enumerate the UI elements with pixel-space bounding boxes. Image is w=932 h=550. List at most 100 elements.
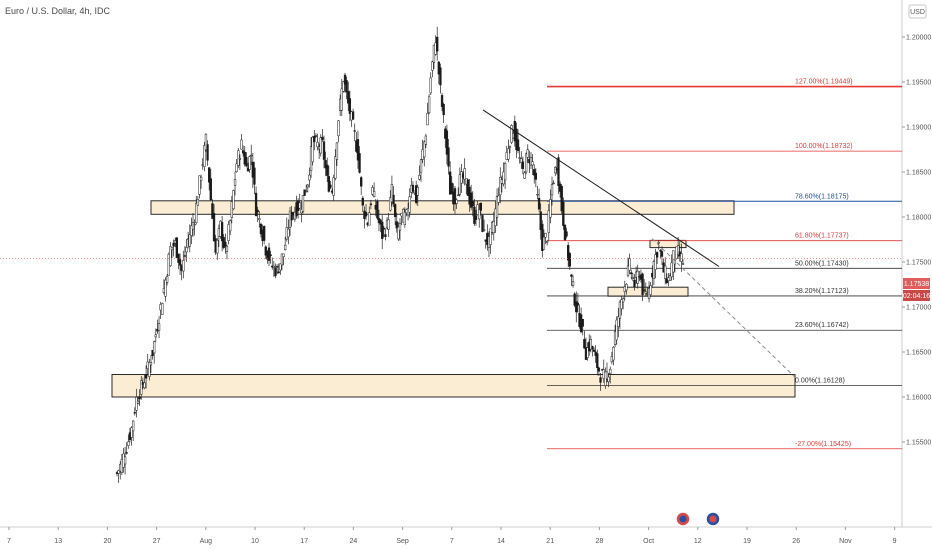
candle-body: [161, 303, 164, 315]
candle-body: [581, 319, 584, 327]
candle-body: [659, 250, 662, 252]
economic-events[interactable]: [675, 511, 721, 527]
candle-body: [426, 113, 429, 126]
candle-body: [253, 167, 256, 185]
candle-body: [531, 161, 534, 166]
candle-body: [191, 222, 195, 230]
current-price-label: 1.17538: [904, 281, 929, 288]
price-tick-label: 1.20000: [906, 35, 931, 42]
candle-body: [489, 228, 492, 245]
fib-level-label: 23.60%(1.16742): [795, 322, 849, 329]
candle-body: [550, 184, 554, 196]
candle-body: [165, 276, 169, 283]
candle-body: [497, 195, 500, 203]
time-axis[interactable]: 7 13 20 27 Aug 10 17 24 Sep 7 14 21 28 Oct 12 19 26 Nov 9: [0, 526, 932, 545]
price-axis[interactable]: 1.20000 1.19500 1.19000 1.18500 1.18000 1.175…: [901, 0, 931, 527]
candle-body: [607, 376, 610, 382]
candle-body: [199, 176, 203, 181]
price-tick-label: 1.17000: [906, 305, 931, 312]
candle-body: [492, 221, 495, 234]
candle-body: [533, 169, 536, 176]
price-tick-label: 1.17500: [906, 260, 931, 267]
candle-body: [652, 261, 656, 279]
candle-body: [360, 177, 363, 187]
candle-body: [272, 265, 276, 268]
candle-body: [427, 96, 431, 114]
candle-body: [290, 211, 293, 221]
candle-body: [384, 234, 387, 237]
candle-body: [136, 400, 140, 404]
candle-body: [499, 177, 502, 196]
candle-body: [633, 279, 636, 288]
candle-body: [371, 187, 374, 195]
candle-body: [615, 319, 618, 341]
candle-body: [353, 130, 356, 132]
candle-body: [329, 184, 332, 188]
candle-body: [654, 254, 657, 270]
candle-body: [390, 183, 394, 203]
candle-body: [206, 144, 209, 161]
candle-body: [140, 380, 143, 395]
candle-body: [267, 247, 271, 261]
candle-body: [316, 141, 319, 148]
candle-body: [212, 213, 216, 242]
candle-body: [447, 147, 450, 167]
fib-level-label: 0.00%(1.16128): [795, 377, 845, 384]
candle-body: [549, 199, 552, 218]
fib-level-label: -27.00%(1.15425): [795, 441, 851, 448]
candle-body: [641, 273, 644, 295]
price-tick-label: 1.18500: [906, 170, 931, 177]
candle-body: [482, 229, 486, 231]
candle-body: [439, 67, 442, 86]
candle-body: [567, 245, 570, 261]
time-tick-label: 17: [300, 538, 308, 545]
candle-body: [431, 61, 434, 71]
candle-body: [169, 246, 172, 266]
zone-box: [150, 200, 735, 215]
candle-body: [539, 211, 542, 230]
candle-body: [143, 382, 146, 389]
candle-body: [277, 271, 280, 274]
fib-level-label: 127.00%(1.19449): [795, 79, 853, 86]
current-price-badge: 1.17538 02:04:16: [903, 278, 930, 301]
candle-body: [537, 198, 541, 210]
candle-body: [436, 36, 439, 52]
candle-body: [209, 178, 212, 200]
candle-body: [520, 158, 523, 164]
candle-body: [321, 136, 324, 140]
candle-body: [154, 334, 157, 338]
currency-badge[interactable]: USD: [908, 4, 927, 19]
candle-body: [195, 202, 198, 223]
candle-body: [326, 164, 329, 176]
candle-body: [392, 194, 395, 205]
candle-body: [521, 161, 525, 170]
candle-body: [660, 251, 664, 257]
candle-body: [625, 284, 628, 291]
candle-body: [190, 225, 193, 236]
candle-body: [135, 396, 138, 411]
candle-body: [668, 275, 672, 281]
candle-body: [224, 241, 227, 247]
time-tick-label: 21: [546, 538, 554, 545]
candle-body: [495, 196, 499, 218]
candle-body: [198, 175, 201, 195]
candle-body: [337, 120, 340, 137]
candle-body: [216, 239, 219, 254]
candle-body: [327, 176, 330, 192]
candle-body: [382, 227, 385, 230]
candle-body: [368, 212, 371, 226]
time-tick-label: 24: [350, 538, 358, 545]
candle-body: [416, 187, 419, 196]
candle-body: [178, 259, 182, 266]
candle-body: [170, 247, 174, 251]
candle-body: [440, 95, 444, 107]
candle-body: [458, 174, 461, 195]
candle-body: [620, 299, 623, 310]
candle-body: [630, 272, 633, 275]
candle-body: [609, 369, 612, 374]
candle-body: [230, 201, 233, 218]
candle-body: [204, 133, 208, 151]
candle-body: [523, 172, 526, 179]
candle-body: [576, 302, 580, 306]
